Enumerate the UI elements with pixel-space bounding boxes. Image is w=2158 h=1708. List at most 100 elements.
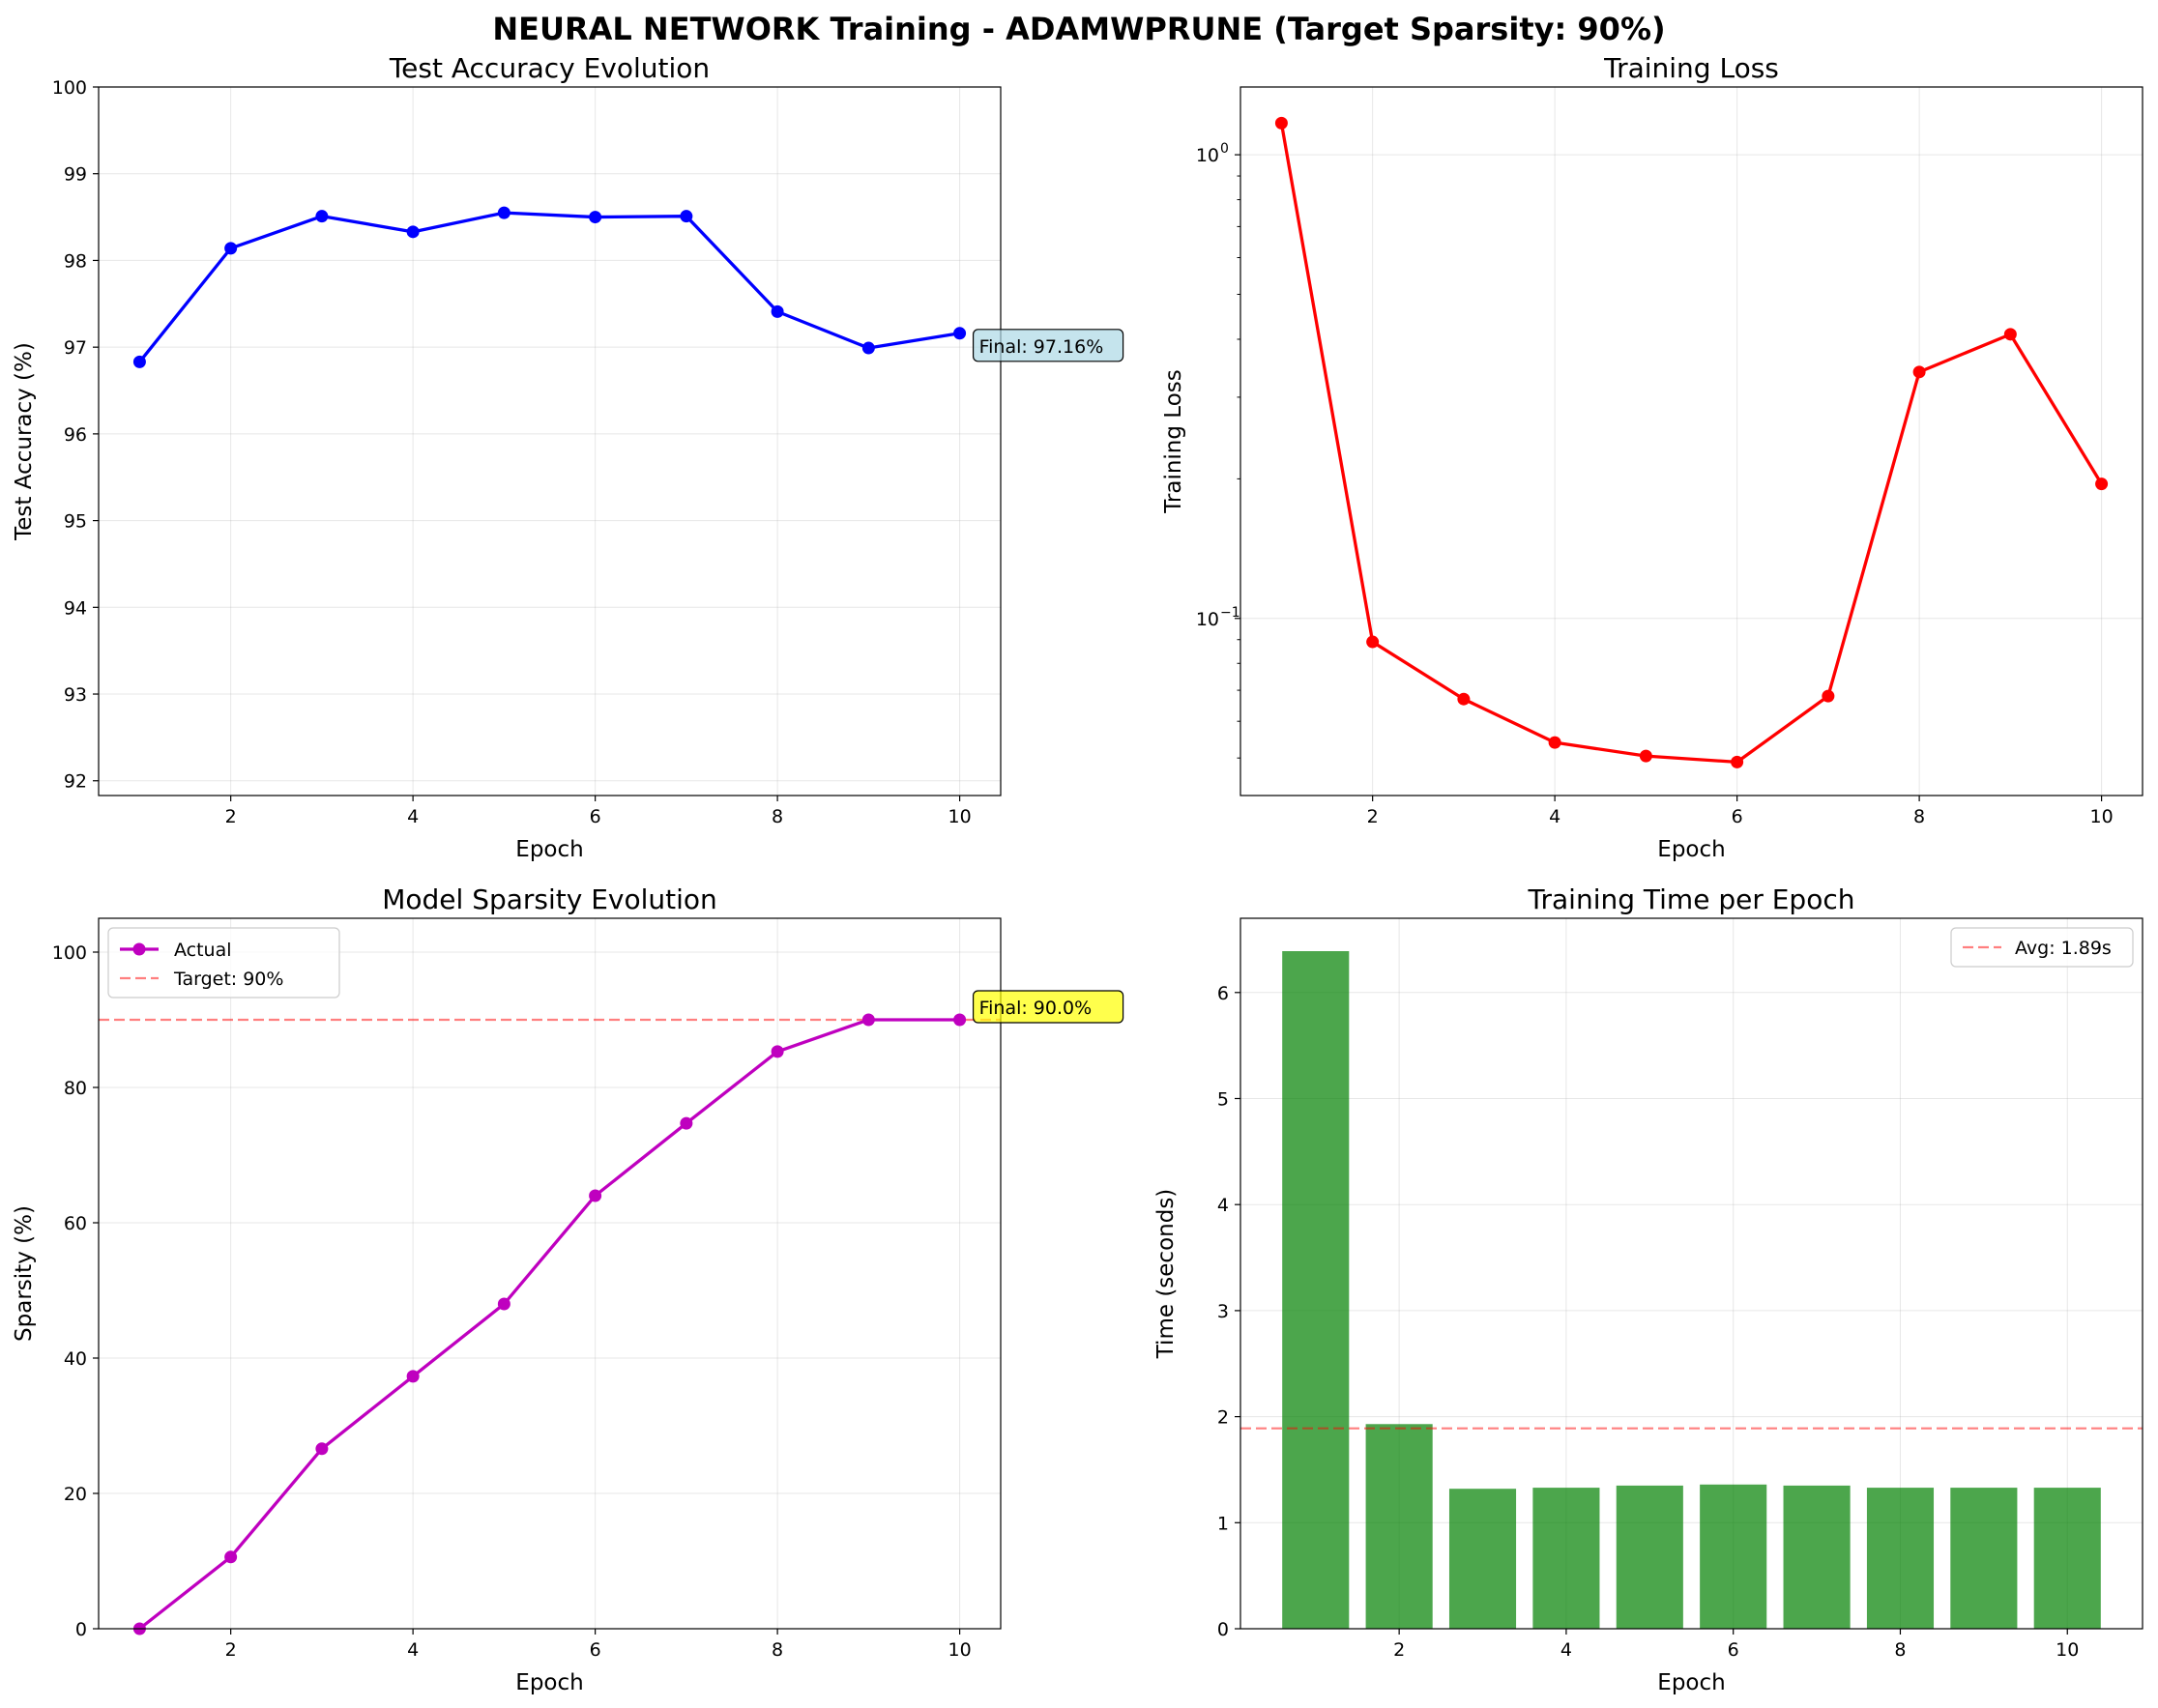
chart-title: Training Time per Epoch bbox=[1528, 883, 1855, 915]
x-tick-label: 2 bbox=[1367, 806, 1379, 827]
y-axis-label: Time (seconds) bbox=[1153, 1189, 1179, 1360]
data-point-epoch-2 bbox=[224, 242, 238, 255]
bar-epoch-6 bbox=[1700, 1484, 1767, 1629]
y-tick-label: 94 bbox=[64, 597, 87, 619]
x-axis-label: Epoch bbox=[515, 837, 583, 862]
data-point-epoch-4 bbox=[406, 1370, 420, 1383]
y-tick-label: 100 bbox=[52, 77, 87, 99]
x-tick-label: 2 bbox=[1393, 1639, 1405, 1661]
axes-frame bbox=[1239, 86, 2143, 796]
bar-epoch-7 bbox=[1783, 1485, 1851, 1629]
x-axis-label: Epoch bbox=[515, 1670, 583, 1695]
final-value-annotation: Final: 97.16% bbox=[972, 329, 1124, 362]
data-point-epoch-5 bbox=[1639, 749, 1652, 763]
data-point-epoch-1 bbox=[132, 355, 146, 368]
axes-frame bbox=[98, 86, 1002, 796]
y-tick-label: 93 bbox=[64, 684, 87, 706]
data-point-epoch-2 bbox=[224, 1550, 238, 1564]
y-tick-label: 80 bbox=[64, 1078, 87, 1099]
data-point-epoch-10 bbox=[2095, 478, 2109, 491]
chart-title: Test Accuracy Evolution bbox=[389, 52, 710, 84]
x-tick-label: 10 bbox=[2056, 1639, 2079, 1661]
x-tick-label: 8 bbox=[772, 806, 783, 827]
y-tick-label: 92 bbox=[64, 771, 87, 793]
panel-test-accuracy: 2 4 6 8 10 92 93 94 95 96 97 98 99 100 Test Accuracy E… bbox=[12, 52, 1124, 862]
final-value-annotation: Final: 90.0% bbox=[972, 990, 1124, 1024]
axes-frame bbox=[98, 917, 1002, 1630]
y-axis-label: Training Loss bbox=[1161, 369, 1186, 514]
annotation-box bbox=[972, 990, 1124, 1024]
y-axis-label: Sparsity (%) bbox=[12, 1205, 37, 1342]
bar-epoch-4 bbox=[1532, 1488, 1600, 1629]
data-point-epoch-2 bbox=[1366, 635, 1380, 649]
data-point-epoch-6 bbox=[589, 211, 602, 224]
data-point-epoch-4 bbox=[1548, 736, 1561, 749]
y-tick-label: 99 bbox=[64, 164, 87, 186]
x-tick-label: 8 bbox=[772, 1639, 783, 1661]
bar-epoch-10 bbox=[2033, 1488, 2101, 1629]
y-tick-label: 97 bbox=[64, 337, 87, 359]
grid-lines bbox=[1240, 87, 2143, 796]
chart-title: Model Sparsity Evolution bbox=[382, 883, 717, 915]
x-tick-label: 10 bbox=[948, 806, 971, 827]
data-point-epoch-9 bbox=[861, 1013, 875, 1027]
y-tick-label: 20 bbox=[64, 1484, 87, 1505]
x-tick-label: 6 bbox=[1732, 806, 1743, 827]
data-point-epoch-5 bbox=[497, 206, 510, 219]
data-point-epoch-9 bbox=[861, 341, 875, 355]
y-tick-label: 100 bbox=[52, 942, 87, 964]
x-tick-label: 2 bbox=[225, 806, 237, 827]
data-point-epoch-10 bbox=[953, 1013, 967, 1027]
data-point-epoch-7 bbox=[680, 210, 693, 223]
chart-title: Training Loss bbox=[1603, 52, 1779, 84]
y-tick-label: 1 bbox=[1217, 1513, 1229, 1534]
data-point-epoch-3 bbox=[315, 210, 329, 223]
y-tick-label: 95 bbox=[64, 511, 87, 533]
annotation-box bbox=[972, 329, 1124, 362]
bar-epoch-2 bbox=[1365, 1424, 1433, 1629]
y-tick-label: 5 bbox=[1217, 1088, 1229, 1110]
y-tick-label: 10 bbox=[1196, 145, 1219, 166]
x-tick-label: 4 bbox=[407, 806, 419, 827]
grid-lines bbox=[99, 86, 1001, 796]
data-point-epoch-4 bbox=[406, 225, 420, 239]
legend-label-average: Avg: 1.89s bbox=[2015, 938, 2112, 959]
x-tick-label: 4 bbox=[407, 1639, 419, 1661]
data-point-epoch-3 bbox=[315, 1442, 329, 1456]
bar-epoch-8 bbox=[1866, 1488, 1935, 1629]
data-point-epoch-9 bbox=[2003, 328, 2017, 341]
bar-epoch-9 bbox=[1950, 1488, 2018, 1629]
data-point-epoch-7 bbox=[680, 1116, 693, 1130]
data-point-epoch-6 bbox=[589, 1189, 602, 1202]
x-tick-label: 8 bbox=[1894, 1639, 1906, 1661]
y-tick-label: 0 bbox=[75, 1619, 87, 1640]
bar-epoch-5 bbox=[1616, 1485, 1683, 1629]
y-tick-label: 3 bbox=[1217, 1301, 1229, 1322]
annotation-text: Final: 97.16% bbox=[979, 336, 1104, 358]
series-line bbox=[1279, 123, 2104, 765]
x-tick-label: 2 bbox=[225, 1639, 237, 1661]
data-point-epoch-1 bbox=[1274, 116, 1288, 130]
legend-frame bbox=[107, 927, 340, 999]
data-point-epoch-7 bbox=[1822, 689, 1835, 703]
series-line bbox=[138, 1018, 960, 1631]
x-tick-label: 10 bbox=[2089, 806, 2113, 827]
y-tick-label: 4 bbox=[1217, 1195, 1229, 1216]
y-axis-label: Test Accuracy (%) bbox=[12, 342, 37, 541]
data-point-epoch-8 bbox=[1912, 365, 1926, 379]
y-tick-label: 96 bbox=[64, 424, 87, 446]
bar-epoch-1 bbox=[1282, 951, 1350, 1629]
y-tick-exponent: −1 bbox=[1220, 605, 1240, 621]
axes-frame bbox=[1239, 917, 2143, 1630]
x-tick-label: 8 bbox=[1913, 806, 1925, 827]
data-point-epoch-3 bbox=[1457, 692, 1471, 706]
y-tick-label: 10 bbox=[1196, 609, 1219, 630]
bar-epoch-3 bbox=[1448, 1489, 1517, 1629]
legend-label-target: Target: 90% bbox=[173, 969, 283, 990]
y-tick-label: 98 bbox=[64, 250, 87, 272]
x-tick-label: 4 bbox=[1549, 806, 1560, 827]
x-tick-label: 4 bbox=[1560, 1639, 1572, 1661]
